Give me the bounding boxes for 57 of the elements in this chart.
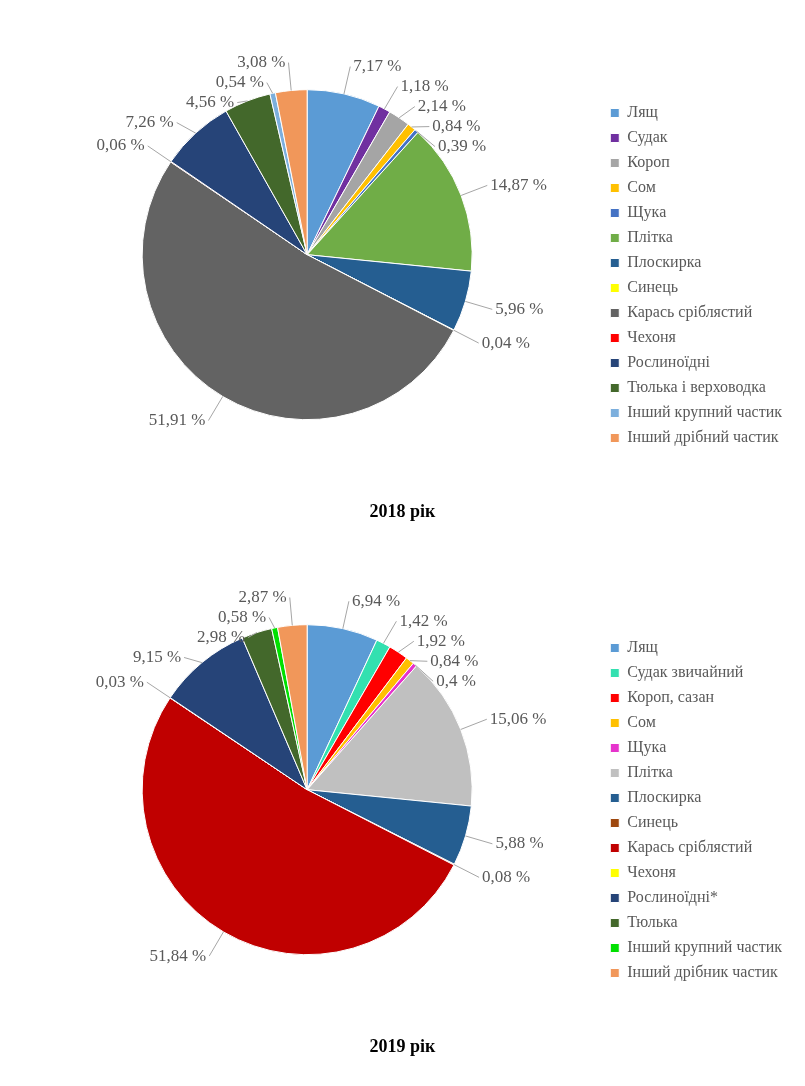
data-label: 51,84 % xyxy=(149,945,207,965)
data-label: 1,92 % xyxy=(416,630,465,650)
data-label: 7,26 % xyxy=(125,112,174,132)
legend-label: Синець xyxy=(627,278,679,297)
legend-label: Чехоня xyxy=(627,328,677,346)
legend-label: Синець xyxy=(627,813,679,832)
legend-label: Судак звичайний xyxy=(627,663,744,682)
legend-label: Плітка xyxy=(627,763,673,781)
data-label: 0,06 % xyxy=(96,135,145,155)
legend-label: Лящ xyxy=(627,638,658,657)
legend-label: Інший дрібник частик xyxy=(627,963,779,982)
data-label: 7,17 % xyxy=(353,56,402,76)
legend-label: Щука xyxy=(627,738,667,757)
legend-label: Інший дрібний частик xyxy=(627,428,779,447)
legend-label: Карась сріблястий xyxy=(627,838,753,857)
text: 2018 рік xyxy=(369,500,437,521)
legend-label: Тюлька xyxy=(627,913,678,931)
data-label: 3,08 % xyxy=(237,52,286,72)
data-label: 1,18 % xyxy=(400,76,449,96)
legend-label: Короп, сазан xyxy=(627,688,715,707)
data-label: 4,56 % xyxy=(186,92,235,112)
data-label: 0,03 % xyxy=(95,671,144,691)
legend-label: Плоскирка xyxy=(627,253,702,272)
legend-label: Плоскирка xyxy=(627,788,702,807)
data-label: 5,96 % xyxy=(495,298,544,318)
legend-label: Судак xyxy=(627,128,668,147)
data-label: 2,14 % xyxy=(417,96,466,116)
legend-label: Інший крупний частик xyxy=(627,403,783,422)
data-label: 9,15 % xyxy=(132,646,182,666)
data-label: 1,42 % xyxy=(399,610,448,630)
legend-label: Рослиноїдні xyxy=(627,353,711,372)
data-label: 6,94 % xyxy=(351,590,401,610)
legend-label: Плітка xyxy=(627,228,673,246)
data-label: 0,84 % xyxy=(430,650,479,670)
data-label: 15,06 % xyxy=(489,708,547,728)
data-label: 2,87 % xyxy=(238,586,287,606)
data-label: 0,58 % xyxy=(217,606,267,626)
legend-label: Тюлька і верховодка xyxy=(627,378,766,397)
legend-label: Рослиноїдні* xyxy=(627,888,718,907)
data-label: 0,84 % xyxy=(432,116,481,136)
legend-label: Сом xyxy=(627,713,656,731)
data-label: 0,08 % xyxy=(482,866,531,886)
legend-label: Чехоня xyxy=(627,863,677,881)
data-label: 0,04 % xyxy=(481,332,530,352)
data-label: 5,88 % xyxy=(495,833,544,853)
legend-label: Щука xyxy=(627,203,667,222)
data-label: 51,91 % xyxy=(148,410,206,430)
legend-label: Короп xyxy=(627,153,671,172)
data-label: 0,54 % xyxy=(215,72,264,92)
text: 2019 рік xyxy=(369,1035,437,1056)
legend-label: Інший крупний частик xyxy=(627,938,783,957)
legend-label: Карась сріблястий xyxy=(627,303,753,322)
data-label: 0,39 % xyxy=(438,136,487,156)
legend-label: Лящ xyxy=(627,103,658,122)
data-label: 14,87 % xyxy=(490,174,547,194)
legend-label: Сом xyxy=(627,178,656,196)
data-label: 0,4 % xyxy=(436,670,476,690)
